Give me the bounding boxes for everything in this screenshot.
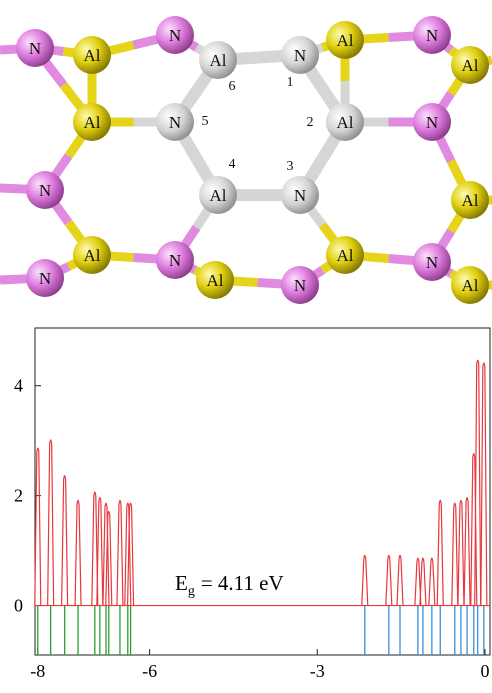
x-tick-label: -3 (310, 661, 325, 681)
atom-label: Al (84, 113, 101, 132)
annotation-part: g (188, 584, 195, 599)
peak (397, 555, 403, 605)
annotation-part: E (175, 571, 188, 595)
page: {"structure": { "atoms": ["N","Al","N","… (0, 0, 492, 688)
plot: -8 -6 -3 0 0 2 4 Eg = 4.11 eV (14, 360, 490, 681)
atom-label: N (39, 269, 51, 288)
atom-label: Al (207, 271, 224, 290)
atom-label: Al (337, 31, 354, 50)
atom-label: Al (210, 51, 227, 70)
y-tick-label: 2 (14, 486, 23, 506)
peak (464, 498, 470, 606)
figure: NAlNAlNAlNAlAlNAlNNAlNAlAlNAlNNAlNAl6152… (0, 0, 492, 688)
peak (481, 363, 487, 606)
peak (97, 498, 103, 606)
site-label: 4 (229, 157, 236, 172)
peak (48, 440, 54, 606)
site-label: 2 (307, 115, 314, 130)
peak (458, 500, 464, 605)
peak (117, 500, 123, 605)
atom-label: N (426, 26, 438, 45)
gap-annotation: Eg = 4.11 eV (175, 571, 284, 599)
peak (429, 558, 435, 605)
atom-label: N (169, 113, 181, 132)
atom-label: Al (337, 246, 354, 265)
atom-label: N (426, 113, 438, 132)
annotation-part: = 4.11 eV (201, 571, 284, 595)
site-label: 5 (202, 114, 209, 129)
y-tick-label: 0 (14, 596, 23, 616)
peak (62, 476, 68, 606)
atom-label: N (426, 253, 438, 272)
atom-label: N (39, 181, 51, 200)
site-label: 3 (287, 159, 294, 174)
atom-label: N (29, 39, 41, 58)
x-tick-label: -6 (142, 661, 157, 681)
atom-label: N (294, 186, 306, 205)
peak (437, 500, 443, 605)
y-tick-label: 4 (14, 376, 23, 396)
atom-label: N (169, 26, 181, 45)
peak (475, 360, 481, 605)
peak (452, 503, 458, 605)
peak (362, 555, 368, 605)
atom-label: N (294, 276, 306, 295)
peak (420, 558, 426, 605)
peak (386, 555, 392, 605)
atom-label: N (294, 46, 306, 65)
x-tick-label: 0 (480, 661, 489, 681)
x-tick-label: -8 (30, 661, 45, 681)
atom-label: Al (337, 113, 354, 132)
peak (35, 448, 41, 605)
atom-label: Al (84, 46, 101, 65)
site-label: 1 (287, 75, 294, 90)
atom-label: Al (462, 56, 479, 75)
atom-label: Al (462, 276, 479, 295)
atom-label: Al (210, 186, 227, 205)
peak (75, 500, 81, 605)
atom-label: N (169, 251, 181, 270)
site-label: 6 (229, 79, 236, 94)
atom-label: Al (84, 246, 101, 265)
atom-label: Al (462, 191, 479, 210)
